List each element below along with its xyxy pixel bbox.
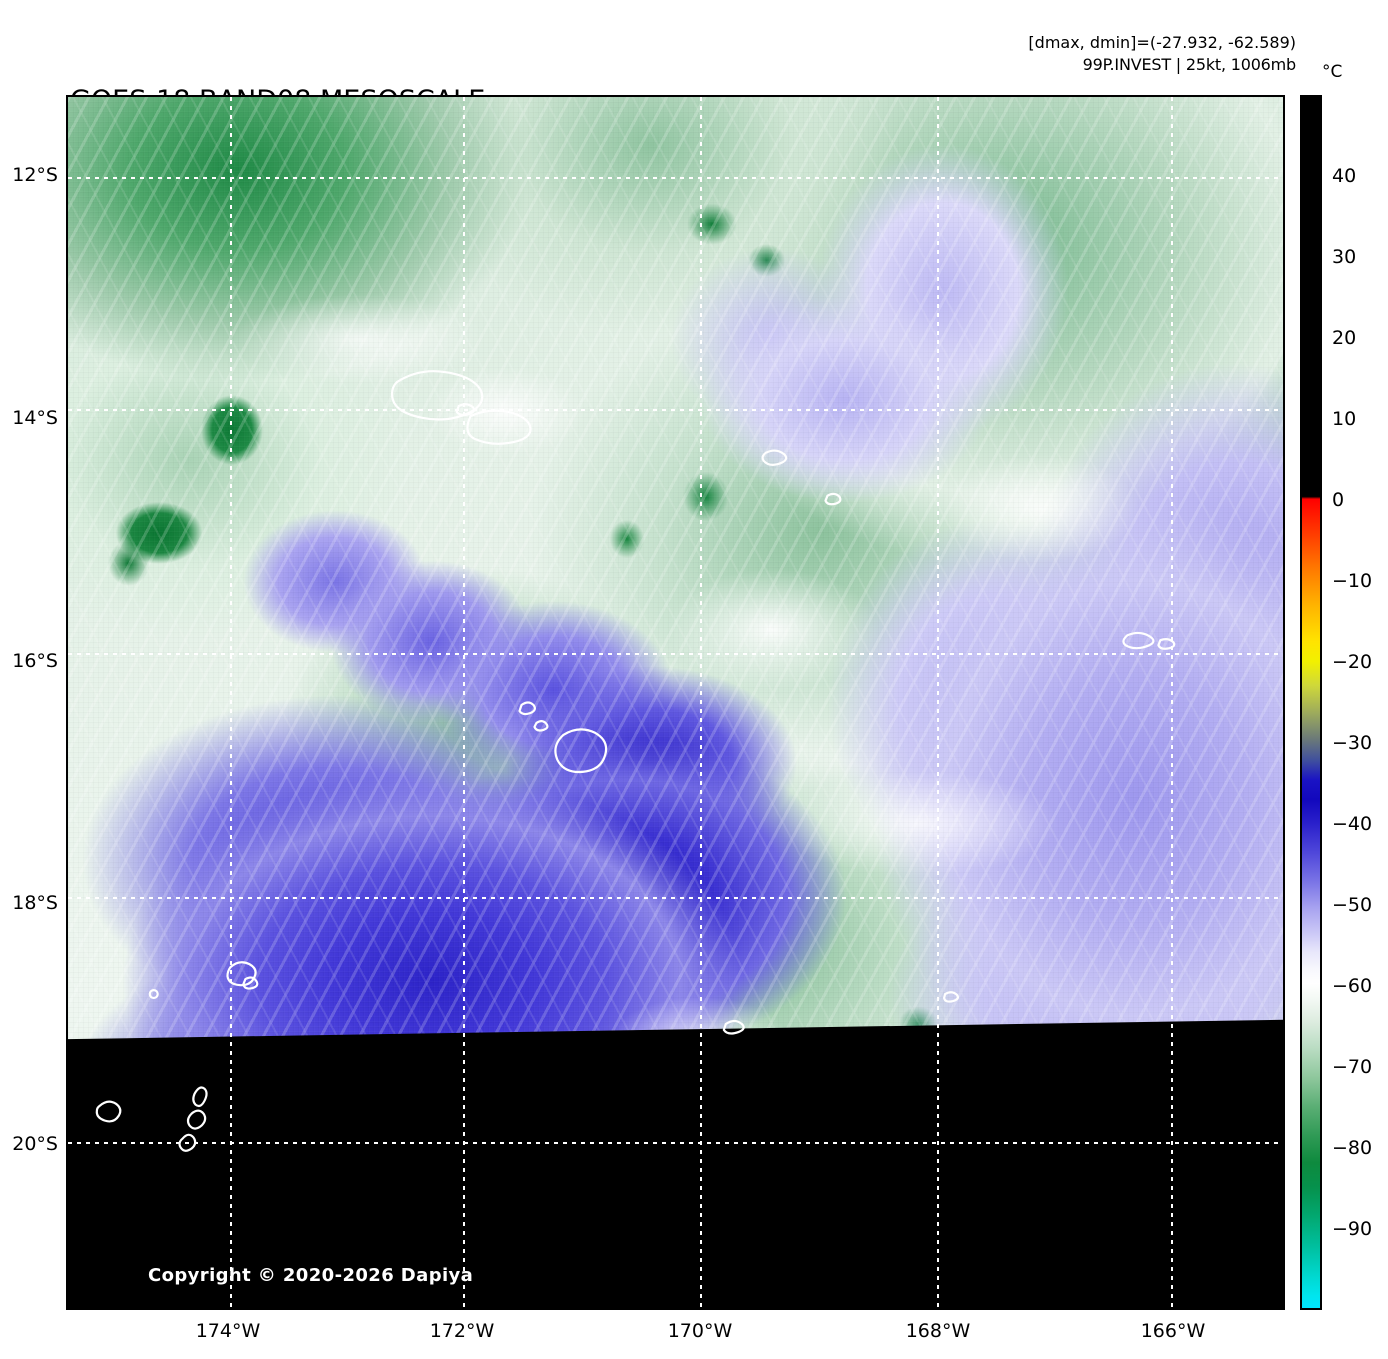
colorbar-gradient	[1302, 97, 1320, 1308]
colorbar-tick-10: 10	[1332, 408, 1357, 430]
dminmax-label: [dmax, dmin]=(-27.932, -62.589)	[1028, 33, 1296, 52]
lat-tick-16s: 16°S	[12, 650, 58, 672]
colorbar-tick-30: 30	[1332, 246, 1357, 268]
colorbar-tick-m90: −90	[1332, 1218, 1373, 1240]
lat-tick-18s: 18°S	[12, 892, 58, 914]
lon-tick-170w: 170°W	[667, 1320, 733, 1342]
colorbar-unit-label: °C	[1322, 62, 1343, 82]
colorbar-tick-0: 0	[1332, 489, 1345, 511]
lat-tick-20s: 20°S	[12, 1133, 58, 1155]
colorbar-tick-m60: −60	[1332, 975, 1373, 997]
storm-info-label: 99P.INVEST | 25kt, 1006mb	[1082, 55, 1297, 74]
lat-tick-12s: 12°S	[12, 164, 58, 186]
lon-tick-166w: 166°W	[1140, 1320, 1206, 1342]
satellite-image-plot[interactable]: Copyright © 2020-2026 Dapiya	[66, 95, 1285, 1310]
colorbar-tick-m30: −30	[1332, 732, 1373, 754]
colorbar-tick-m20: −20	[1332, 651, 1373, 673]
colorbar-tick-m50: −50	[1332, 894, 1373, 916]
colorbar[interactable]	[1300, 95, 1322, 1310]
lat-tick-14s: 14°S	[12, 407, 58, 429]
colorbar-tick-40: 40	[1332, 165, 1357, 187]
colorbar-tick-m70: −70	[1332, 1056, 1373, 1078]
colorbar-tick-m40: −40	[1332, 813, 1373, 835]
lon-tick-168w: 168°W	[905, 1320, 971, 1342]
copyright-notice: Copyright © 2020-2026 Dapiya	[148, 1265, 474, 1286]
satellite-raster	[68, 97, 1283, 1308]
no-data-scan-edge	[68, 1019, 1283, 1308]
colorbar-tick-20: 20	[1332, 327, 1357, 349]
lon-tick-174w: 174°W	[195, 1320, 261, 1342]
colorbar-tick-m10: −10	[1332, 570, 1373, 592]
lon-tick-172w: 172°W	[429, 1320, 495, 1342]
colorbar-tick-m80: −80	[1332, 1137, 1373, 1159]
header-metadata-block: [dmax, dmin]=(-27.932, -62.589) 99P.INVE…	[1028, 32, 1296, 76]
